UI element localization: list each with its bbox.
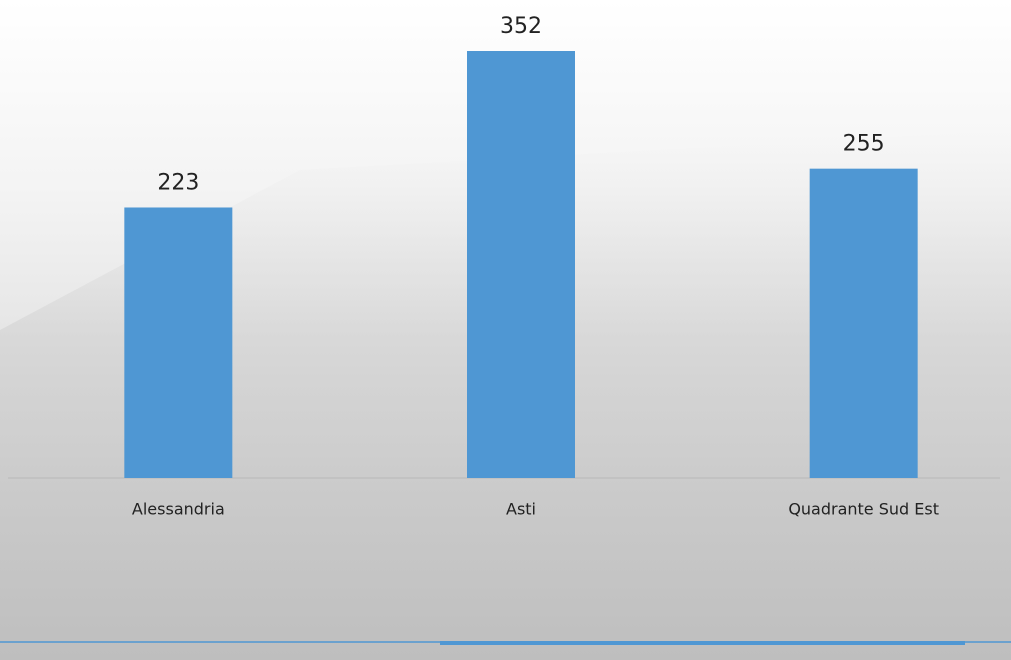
chart: Alessandria 223 Asti 352 Quadrante Sud Est 25…	[0, 0, 1011, 660]
bar	[810, 169, 918, 478]
value-label: 255	[843, 132, 885, 157]
x-tick-label: Alessandria	[132, 500, 225, 519]
page: {"chart_data": {"type": "bar", "categori…	[0, 0, 1011, 660]
bar	[467, 51, 575, 478]
value-label: 352	[500, 14, 542, 39]
value-label: 223	[157, 170, 199, 195]
bar	[124, 207, 232, 478]
x-tick-label: Asti	[506, 500, 536, 519]
x-tick-label: Quadrante Sud Est	[788, 500, 939, 519]
